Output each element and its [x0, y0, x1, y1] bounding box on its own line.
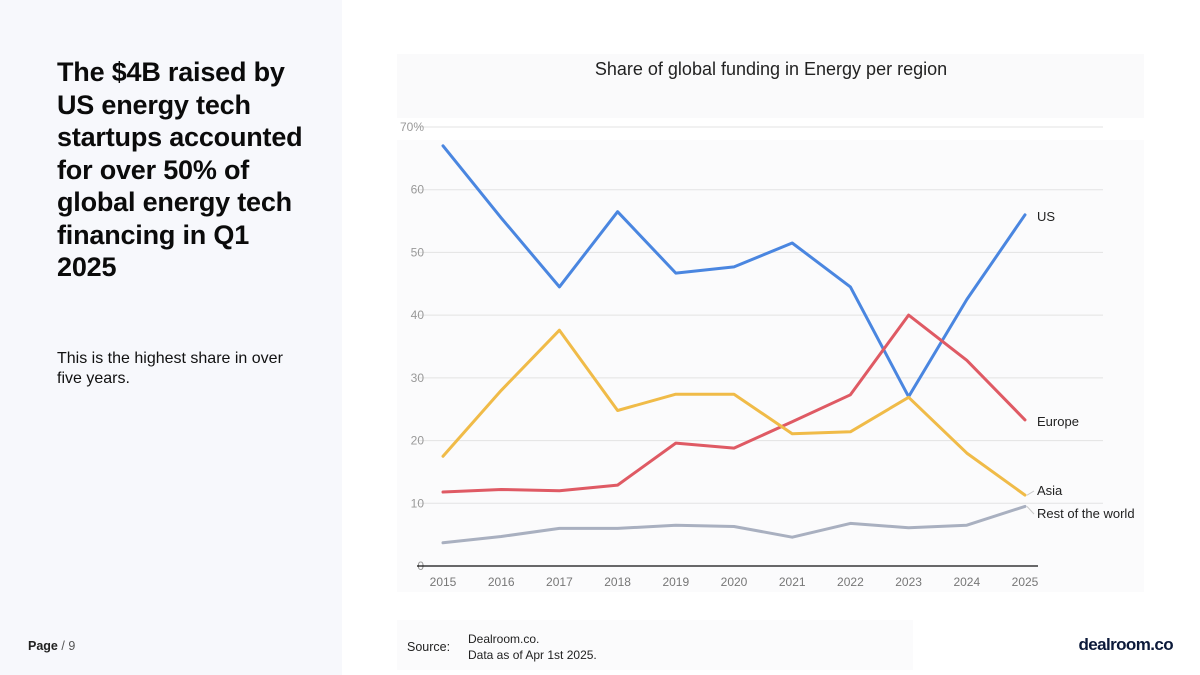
x-tick-label: 2019	[662, 575, 689, 589]
x-tick-label: 2015	[430, 575, 457, 589]
label-leader-asia	[1026, 490, 1035, 496]
y-tick-label: 70%	[400, 120, 424, 134]
x-tick-label: 2017	[546, 575, 573, 589]
chart-title: Share of global funding in Energy per re…	[595, 59, 947, 79]
series-line-rest-of-the-world	[441, 504, 1027, 545]
y-tick-label: 40	[411, 308, 425, 322]
x-tick-label: 2022	[837, 575, 864, 589]
series-label-rest-of-the-world: Rest of the world	[1037, 506, 1135, 521]
series-label-asia: Asia	[1037, 483, 1063, 498]
series-line-asia	[441, 328, 1027, 497]
source-row: Source: Dealroom.co. Data as of Apr 1st …	[397, 620, 913, 670]
dealroom-logo: dealroom.co	[1078, 635, 1174, 654]
y-tick-label: 10	[411, 496, 425, 510]
source-label: Source:	[407, 640, 451, 654]
label-leader-rest-of-the-world	[1026, 506, 1035, 515]
y-tick-label: 20	[411, 434, 425, 448]
y-tick-label: 50	[411, 245, 425, 259]
left-panel: The $4B raised by US energy tech startup…	[0, 0, 342, 675]
x-tick-label: 2023	[895, 575, 922, 589]
x-tick-label: 2024	[953, 575, 980, 589]
page-count: / 9	[61, 639, 76, 653]
series-line-us	[441, 144, 1027, 399]
series-line-europe	[441, 313, 1027, 494]
headline: The $4B raised by US energy tech startup…	[57, 57, 303, 282]
x-tick-label: 2018	[604, 575, 631, 589]
series-label-europe: Europe	[1037, 414, 1079, 429]
source-date: Data as of Apr 1st 2025.	[468, 648, 597, 662]
y-tick-label: 60	[411, 183, 425, 197]
page-indicator: Page / 9	[28, 639, 75, 653]
source-name: Dealroom.co.	[468, 632, 540, 646]
x-tick-label: 2020	[721, 575, 748, 589]
series-label-us: US	[1037, 209, 1055, 224]
x-tick-label: 2016	[488, 575, 515, 589]
x-tick-label: 2021	[779, 575, 806, 589]
subtext: This is the highest share in over five y…	[57, 350, 283, 387]
y-tick-label: 30	[411, 371, 425, 385]
chart-title-background	[397, 54, 1144, 118]
chart-plot-background	[397, 140, 1144, 592]
x-tick-label: 2025	[1012, 575, 1039, 589]
page-word: Page	[28, 639, 58, 653]
